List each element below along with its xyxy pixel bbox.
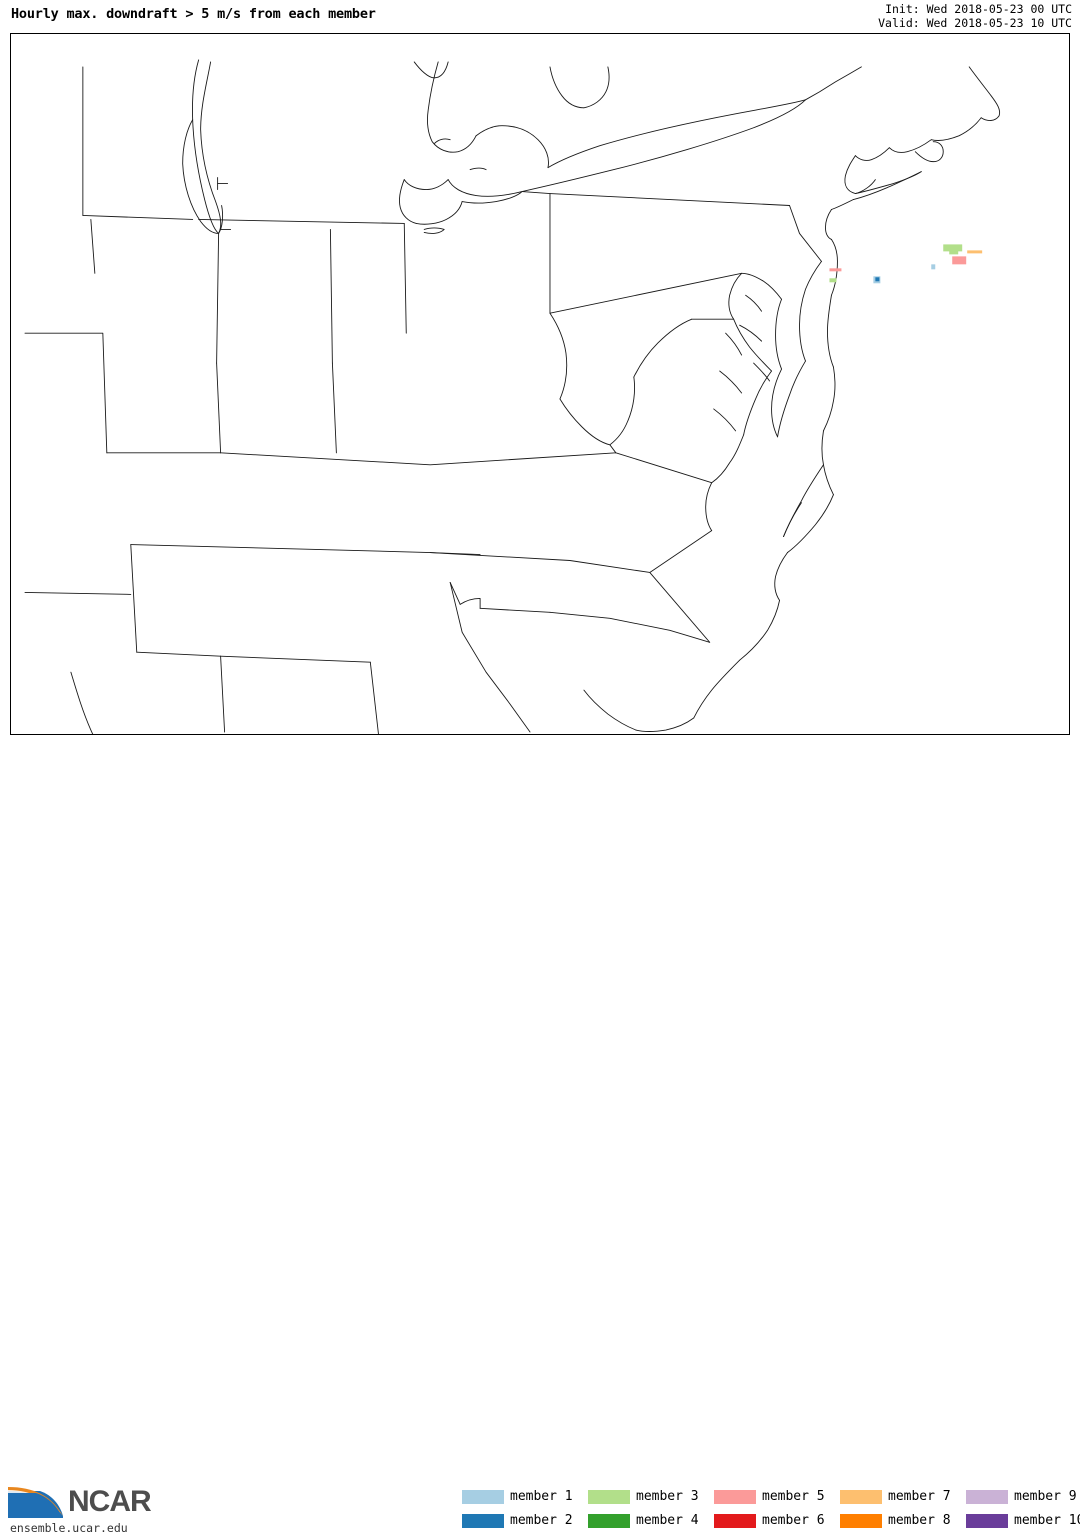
legend-column: member 7 member 8 bbox=[818, 1487, 951, 1533]
legend-item[interactable]: member 9 bbox=[944, 1487, 1077, 1508]
forecast-timestamps: Init: Wed 2018-05-23 00 UTC Valid: Wed 2… bbox=[878, 2, 1072, 30]
ncar-logo-url: ensemble.ucar.edu bbox=[10, 1521, 128, 1535]
page-title: Hourly max. downdraft > 5 m/s from each … bbox=[11, 6, 376, 22]
member-legend: member 1 member 2 member 3 member 4 member 5… bbox=[440, 1487, 1080, 1533]
member-data-patch bbox=[829, 278, 837, 283]
legend-item[interactable]: member 10 bbox=[944, 1511, 1080, 1532]
member-data-layer bbox=[829, 244, 983, 284]
legend-item[interactable]: member 7 bbox=[818, 1487, 951, 1508]
legend-label: member 5 bbox=[762, 1489, 825, 1504]
member-data-patch bbox=[875, 277, 880, 282]
legend-label: member 3 bbox=[636, 1489, 699, 1504]
legend-column: member 9 member 10 bbox=[944, 1487, 1080, 1533]
legend-item[interactable]: member 2 bbox=[440, 1511, 573, 1532]
member-data-patch bbox=[967, 250, 983, 254]
member-data-patch bbox=[952, 256, 967, 265]
ncar-logo-text: NCAR bbox=[68, 1485, 152, 1518]
legend-label: member 10 bbox=[1014, 1513, 1080, 1528]
legend-item[interactable]: member 8 bbox=[818, 1511, 951, 1532]
basemap-svg bbox=[24, 59, 1001, 734]
legend-label: member 9 bbox=[1014, 1489, 1077, 1504]
legend-item[interactable]: member 6 bbox=[692, 1511, 825, 1532]
init-time-label: Init: Wed 2018-05-23 00 UTC bbox=[885, 2, 1072, 16]
legend-item[interactable]: member 3 bbox=[566, 1487, 699, 1508]
legend-swatch bbox=[966, 1514, 1008, 1528]
legend-swatch bbox=[462, 1514, 504, 1528]
legend-swatch bbox=[840, 1514, 882, 1528]
legend-label: member 2 bbox=[510, 1513, 573, 1528]
legend-swatch bbox=[840, 1490, 882, 1504]
legend-label: member 7 bbox=[888, 1489, 951, 1504]
member-data-patch bbox=[931, 264, 936, 270]
valid-time-label: Valid: Wed 2018-05-23 10 UTC bbox=[878, 15, 1072, 30]
legend-swatch bbox=[714, 1490, 756, 1504]
ncar-logo: NCAR ensemble.ucar.edu bbox=[6, 1485, 186, 1535]
legend-item[interactable]: member 5 bbox=[692, 1487, 825, 1508]
legend-swatch bbox=[462, 1490, 504, 1504]
legend-label: member 8 bbox=[888, 1513, 951, 1528]
legend-swatch bbox=[588, 1514, 630, 1528]
ncar-logo-mark bbox=[8, 1487, 64, 1518]
legend-column: member 3 member 4 bbox=[566, 1487, 699, 1533]
map-panel bbox=[10, 33, 1070, 735]
legend-swatch bbox=[588, 1490, 630, 1504]
legend-label: member 1 bbox=[510, 1489, 573, 1504]
member-data-patch bbox=[829, 268, 842, 272]
legend-swatch bbox=[714, 1514, 756, 1528]
member-data-patch bbox=[943, 244, 963, 252]
legend-item[interactable]: member 1 bbox=[440, 1487, 573, 1508]
legend-item[interactable]: member 4 bbox=[566, 1511, 699, 1532]
member-data-patch bbox=[949, 250, 959, 255]
legend-column: member 5 member 6 bbox=[692, 1487, 825, 1533]
legend-label: member 4 bbox=[636, 1513, 699, 1528]
legend-swatch bbox=[966, 1490, 1008, 1504]
coastlines-and-borders bbox=[24, 59, 1001, 734]
legend-label: member 6 bbox=[762, 1513, 825, 1528]
legend-column: member 1 member 2 bbox=[440, 1487, 573, 1533]
